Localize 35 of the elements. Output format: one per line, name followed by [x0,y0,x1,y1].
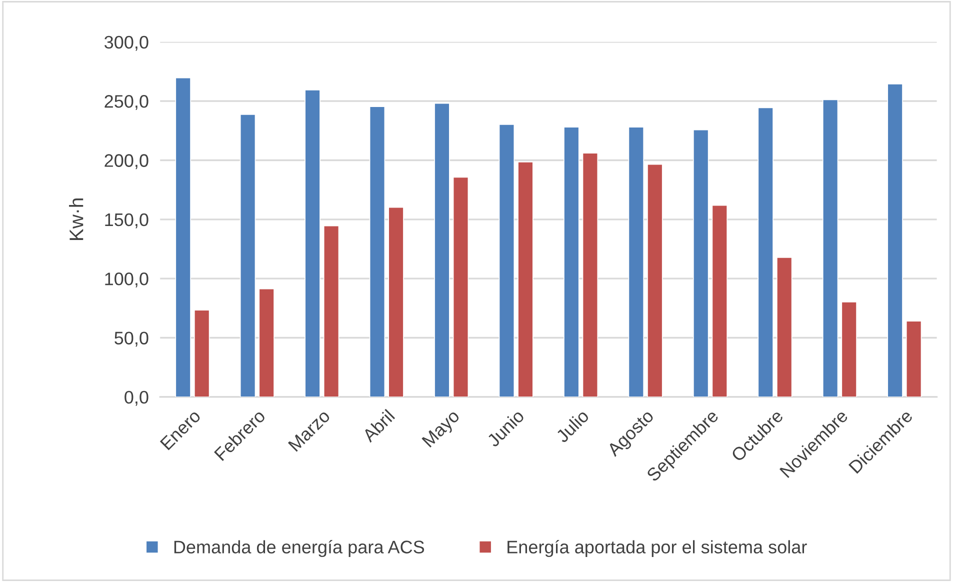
bar [498,124,515,397]
bar [369,106,386,397]
x-tick-label: Julio [554,408,590,444]
y-tick-label: 250,0 [104,95,148,110]
bar [452,176,469,397]
bar [388,206,404,397]
bar [822,99,838,397]
y-axis-title: Kw·h [69,198,84,240]
bar [841,302,857,397]
legend-label: Demanda de energía para ACS [174,540,424,558]
y-tick-label: 50,0 [114,332,148,347]
bar [194,310,210,397]
y-tick-label: 200,0 [104,154,148,170]
bar [564,126,580,397]
bar [647,164,663,397]
y-tick-label: 300,0 [104,36,148,51]
bar [776,256,792,397]
bar [628,126,644,397]
y-tick-label: 0,0 [124,390,148,406]
bar [240,114,256,397]
y-tick-label: 150,0 [105,213,148,228]
bar [887,83,903,397]
bar [304,90,320,397]
bar [175,77,191,397]
bar [693,129,709,397]
bar [712,204,728,397]
bar [258,288,274,397]
bar [434,102,450,397]
bar [323,225,340,397]
y-tick-label: 100,0 [105,272,148,288]
bar [582,152,598,397]
bar [758,107,774,397]
bar [906,320,922,397]
bar [518,162,534,397]
legend-label: Energía aportada por el sistema solar [508,540,807,558]
